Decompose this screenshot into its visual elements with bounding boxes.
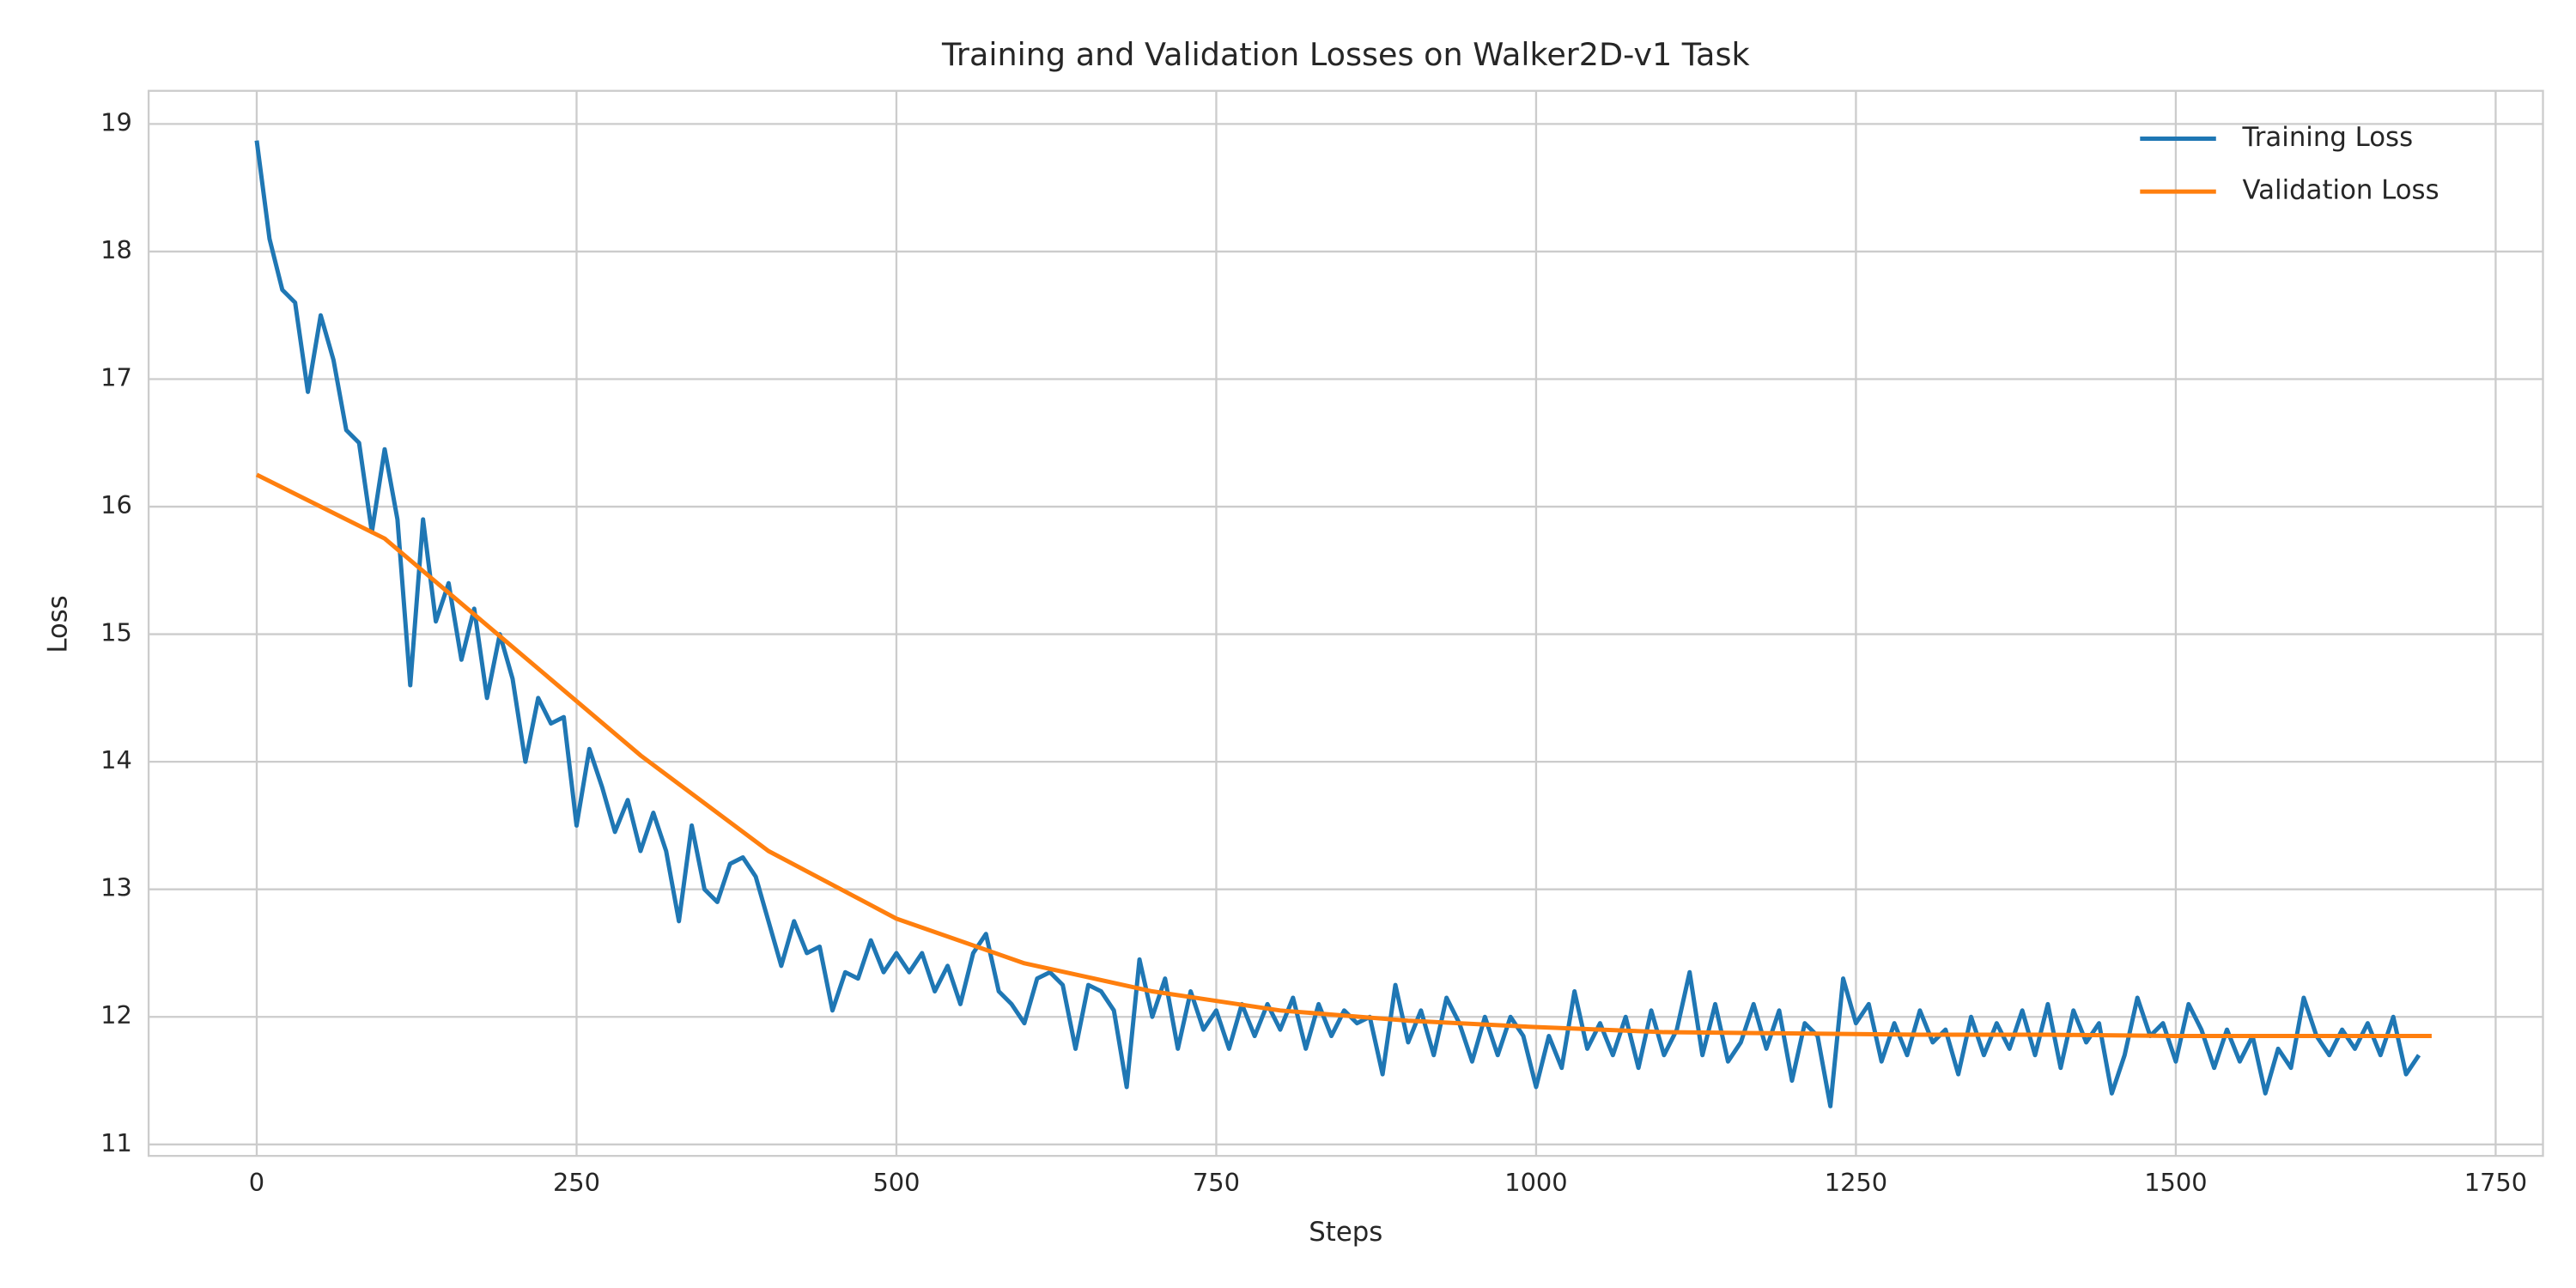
y-axis-label: Loss (43, 595, 74, 653)
x-tick-label: 750 (1193, 1168, 1240, 1197)
y-tick-label: 15 (100, 618, 132, 647)
x-axis-label: Steps (1309, 1217, 1382, 1248)
plot-frame (147, 89, 2544, 1157)
chart-title: Training and Validation Losses on Walker… (941, 36, 1750, 73)
y-tick-label: 16 (100, 490, 132, 519)
y-tick-label: 19 (100, 107, 132, 137)
y-tick-label: 18 (100, 235, 132, 264)
x-tick-label: 1000 (1504, 1168, 1567, 1197)
x-tick-label: 1750 (2464, 1168, 2527, 1197)
x-tick-label: 1250 (1825, 1168, 1887, 1197)
y-tick-label: 13 (100, 873, 132, 902)
line-series (255, 472, 2432, 1039)
legend-label: Training Loss (2242, 122, 2414, 153)
legend-label: Validation Loss (2243, 175, 2439, 206)
line-series (254, 140, 2421, 1109)
x-tick-label: 250 (553, 1168, 600, 1197)
x-tick-label: 1500 (2144, 1168, 2207, 1197)
y-tick-label: 17 (100, 362, 132, 392)
x-tick-label: 0 (249, 1168, 264, 1197)
y-tick-label: 14 (100, 745, 132, 775)
y-tick-label: 11 (100, 1128, 132, 1157)
y-tick-label: 12 (100, 1000, 132, 1030)
x-tick-label: 500 (872, 1168, 920, 1197)
